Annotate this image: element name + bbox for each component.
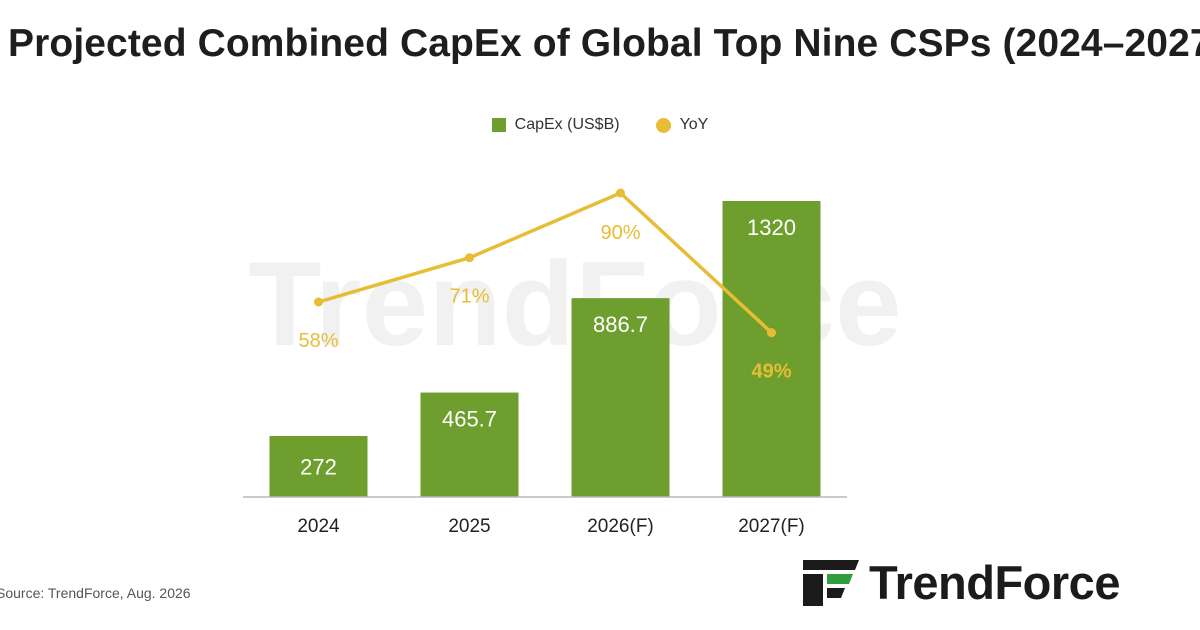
yoy-point — [616, 188, 625, 198]
legend-item-yoy: YoY — [655, 116, 709, 134]
bar-value-label: 1320 — [747, 215, 796, 240]
yoy-line — [318, 191, 773, 334]
legend-item-capex: CapEx (US$B) — [491, 116, 620, 134]
x-tick-label: 2025 — [448, 516, 490, 537]
yoy-value-label: 58% — [298, 330, 338, 352]
bar — [269, 436, 368, 497]
yoy-value-label: 49% — [751, 361, 791, 383]
yoy-value-label: 71% — [449, 286, 489, 308]
legend-label-yoy: YoY — [679, 116, 709, 133]
legend-label-capex: CapEx (US$B) — [514, 116, 620, 133]
source-note: Source: TrendForce, Aug. 2026 — [0, 585, 191, 601]
brand-name: TrendForce — [869, 556, 1120, 609]
yoy-point — [314, 297, 323, 307]
brand-logo: TrendForce — [803, 555, 1120, 610]
trendforce-logo-icon — [803, 559, 859, 606]
yoy-point — [767, 328, 776, 338]
bar — [722, 201, 821, 497]
x-tick-label: 2024 — [297, 516, 340, 537]
yoy-point — [465, 253, 474, 263]
x-tick-label: 2027(F) — [738, 516, 805, 537]
bar-value-label: 886.7 — [593, 312, 648, 337]
legend-swatch-capex — [491, 118, 506, 132]
chart-title: Projected Combined CapEx of Global Top N… — [8, 22, 1200, 65]
bar-value-label: 272 — [300, 455, 337, 480]
x-tick-label: 2026(F) — [587, 516, 654, 537]
bar — [571, 298, 670, 497]
legend-swatch-yoy — [655, 117, 671, 133]
bar-value-label: 465.7 — [442, 407, 497, 432]
bar — [420, 392, 519, 497]
chart-legend: CapEx (US$B) YoY — [0, 116, 1200, 134]
yoy-value-label: 90% — [600, 222, 640, 244]
